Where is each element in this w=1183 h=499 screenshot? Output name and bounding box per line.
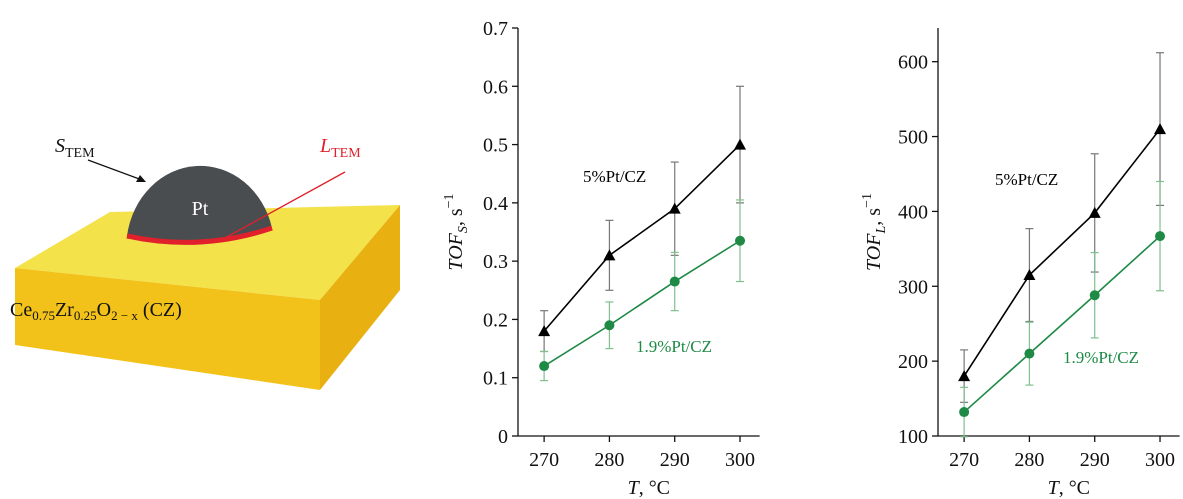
x-tick-label: 290 [660, 449, 690, 471]
label-part: S [55, 135, 65, 157]
label-part: , °C [1059, 477, 1090, 499]
y-tick-label: 500 [898, 127, 928, 149]
x-tick-label: 300 [725, 449, 755, 471]
x-tick-label: 300 [1145, 449, 1175, 471]
label-part: L [874, 226, 889, 235]
series-line [964, 129, 1160, 376]
y-tick-label: 0.4 [483, 193, 508, 215]
y-tick-label: 0.6 [483, 76, 508, 98]
label-part: −1 [442, 193, 457, 208]
marker [958, 370, 970, 381]
series-label: 5%Pt/CZ [995, 170, 1058, 189]
y-tick-label: 0.5 [483, 135, 508, 157]
label-part: TOF [445, 232, 467, 270]
label-part: Ce [10, 299, 32, 321]
label-part: , °C [639, 477, 670, 499]
y-tick-label: 0 [498, 426, 508, 448]
y-tick-label: 300 [898, 276, 928, 298]
y-tick-label: 0.1 [483, 368, 508, 390]
x-tick-label: 270 [949, 449, 979, 471]
y-tick-label: 0.2 [483, 309, 508, 331]
marker [1090, 290, 1100, 300]
x-tick-label: 270 [529, 449, 559, 471]
label-part: TOF [863, 233, 885, 271]
marker [1155, 231, 1165, 241]
y-tick-label: 600 [898, 52, 928, 74]
series-label: 5%Pt/CZ [583, 167, 646, 186]
marker [959, 407, 969, 417]
y-tick-label: 200 [898, 351, 928, 373]
label-part: TEM [331, 146, 361, 161]
marker [1154, 123, 1166, 134]
surface-label: STEM [55, 135, 95, 161]
marker [539, 361, 549, 371]
label-part: , s [863, 208, 885, 226]
marker [1024, 349, 1034, 359]
particle-label: Pt [192, 198, 209, 220]
label-part: , s [445, 208, 467, 226]
arrow [88, 160, 142, 180]
label-part: L [319, 135, 331, 157]
series-label: 1.9%Pt/CZ [1063, 348, 1139, 367]
y-axis-label: TOFL, s−1 [860, 193, 889, 271]
marker [670, 277, 680, 287]
series-label: 1.9%Pt/CZ [636, 337, 712, 356]
y-tick-label: 0.3 [483, 251, 508, 273]
label-part: S [456, 226, 471, 233]
x-tick-label: 290 [1080, 449, 1110, 471]
label-part: Zr [55, 299, 74, 321]
label-part: 0.25 [74, 308, 97, 323]
marker [734, 139, 746, 150]
x-tick-label: 280 [594, 449, 624, 471]
x-axis-label: T, °C [1048, 477, 1090, 499]
label-part: 0.75 [32, 308, 55, 323]
y-tick-label: 100 [898, 426, 928, 448]
label-part: 2 − x [111, 308, 138, 323]
perimeter-label: LTEM [319, 135, 361, 161]
marker [604, 320, 614, 330]
label-part: (CZ) [138, 299, 182, 321]
marker [735, 236, 745, 246]
series-line [964, 236, 1160, 412]
y-tick-label: 0.7 [483, 18, 508, 40]
label-part: O [97, 299, 111, 321]
y-axis-label: TOFS, s−1 [442, 193, 471, 270]
x-axis-label: T, °C [628, 477, 670, 499]
x-tick-label: 280 [1014, 449, 1044, 471]
figure: STEM LTEM Pt Ce0.75Zr0.25O2 − x (CZ) 00.… [0, 0, 1183, 499]
label-part: −1 [860, 193, 875, 208]
illustration: STEM LTEM Pt Ce0.75Zr0.25O2 − x (CZ) [10, 135, 400, 390]
marker [603, 249, 615, 260]
y-tick-label: 400 [898, 201, 928, 223]
label-part: TEM [65, 146, 95, 161]
